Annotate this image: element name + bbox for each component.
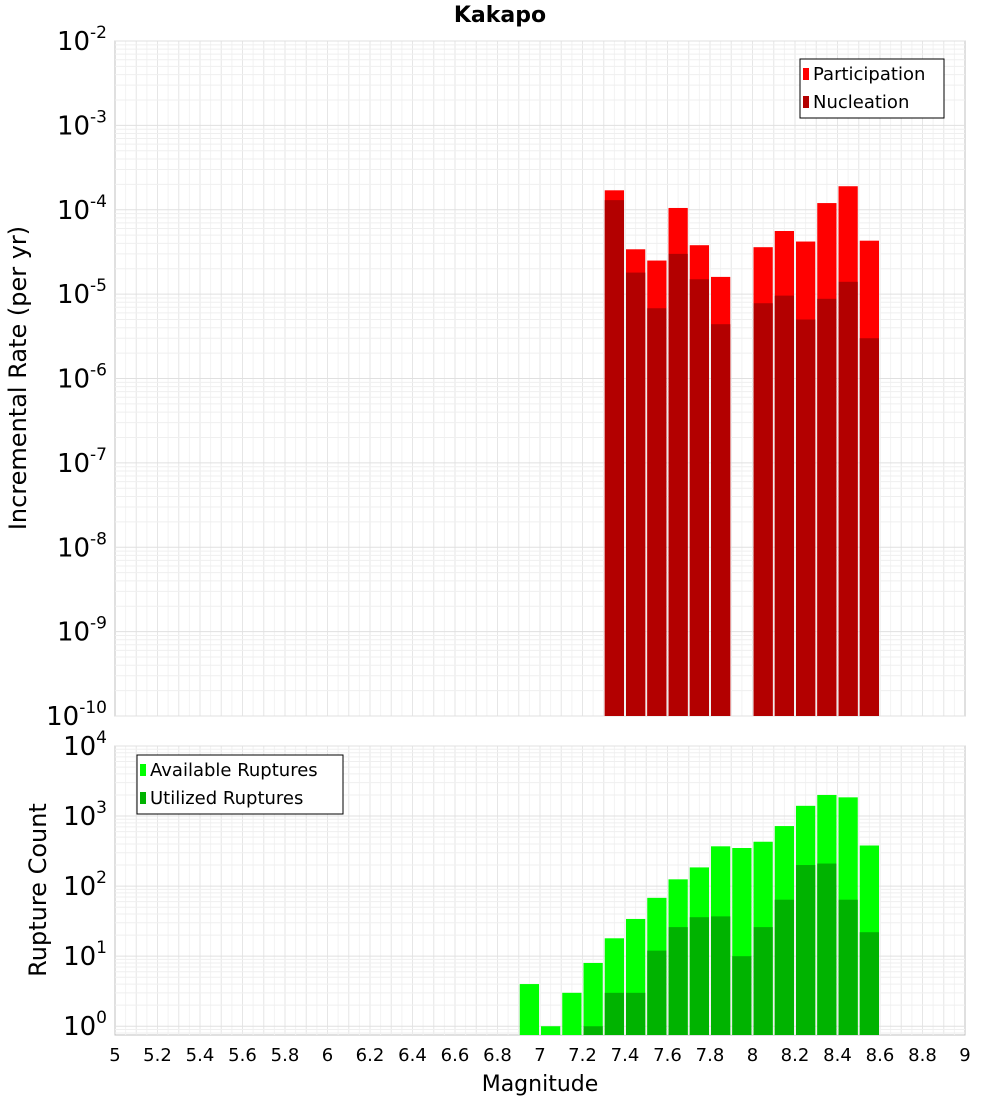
count-y-tick-label: 103 (63, 798, 107, 832)
count-bar-utilized-ruptures (626, 992, 646, 1035)
rate-y-tick-label: 10-6 (57, 361, 107, 395)
rate-y-axis-label: Incremental Rate (per yr) (4, 226, 32, 530)
count-bar-utilized-ruptures (732, 956, 752, 1035)
rate-plot: 10-10 10-9 10-8 10-7 10-6 10-5 10-4 10-3 10-2 In… (4, 23, 966, 732)
count-bar-utilized-ruptures (711, 916, 731, 1035)
count-y-tick-label: 101 (63, 938, 107, 972)
rate-bar-nucleation (668, 253, 688, 716)
count-legend-box (136, 754, 344, 815)
rate-bar-nucleation (753, 303, 773, 716)
rate-bar-nucleation (711, 324, 731, 716)
rate-bars (604, 186, 879, 717)
count-bar-utilized-ruptures (796, 865, 816, 1035)
count-bar-utilized-ruptures (583, 1026, 603, 1035)
count-bar-available-ruptures (562, 992, 582, 1035)
x-tick-label: 7.6 (653, 1045, 682, 1066)
count-bar-utilized-ruptures (838, 899, 858, 1035)
rate-bar-nucleation (647, 308, 667, 716)
x-tick-label: 7.8 (696, 1045, 725, 1066)
x-tick-label: 5.4 (186, 1045, 215, 1066)
rate-y-tick-label: 10-4 (57, 192, 107, 226)
rate-y-tick-label: 10-7 (57, 445, 107, 479)
rate-legend-box (799, 58, 945, 119)
x-tick-label: 6.6 (441, 1045, 470, 1066)
legend-label-participation: Participation (813, 64, 925, 85)
rate-y-ticks: 10-10 10-9 10-8 10-7 10-6 10-5 10-4 10-3 10-2 (46, 23, 107, 732)
x-tick-label: 6 (322, 1045, 333, 1066)
rate-bar-nucleation (604, 200, 624, 716)
count-y-tick-label: 100 (63, 1008, 107, 1042)
rate-bar-nucleation (796, 319, 816, 716)
rate-y-tick-label: 10-2 (57, 23, 107, 57)
x-tick-label: 9 (959, 1045, 970, 1066)
x-tick-label: 8.2 (781, 1045, 810, 1066)
rate-bar-nucleation (859, 338, 879, 716)
rate-legend: Participation Nucleation (799, 58, 945, 119)
rate-y-tick-label: 10-9 (57, 614, 107, 648)
x-tick-label: 8 (747, 1045, 758, 1066)
count-bar-utilized-ruptures (668, 927, 688, 1035)
x-tick-label: 5.6 (228, 1045, 257, 1066)
chart-title: Kakapo (454, 3, 546, 28)
legend-swatch-nucleation (803, 96, 809, 108)
x-tick-label: 8.6 (866, 1045, 895, 1066)
count-bar-available-ruptures (541, 1026, 561, 1035)
rate-y-tick-label: 10-10 (46, 698, 107, 732)
rate-y-tick-label: 10-5 (57, 276, 107, 310)
count-bar-utilized-ruptures (753, 927, 773, 1035)
count-bar-utilized-ruptures (817, 863, 837, 1035)
count-y-axis-label: Rupture Count (24, 803, 52, 977)
count-bar-utilized-ruptures (859, 932, 879, 1035)
x-axis-label: Magnitude (482, 1072, 599, 1097)
legend-swatch-available (140, 764, 146, 776)
count-bar-available-ruptures (519, 984, 539, 1035)
x-tick-label: 5.2 (143, 1045, 172, 1066)
rate-grid (115, 40, 965, 717)
count-bar-utilized-ruptures (604, 992, 624, 1035)
rate-y-tick-label: 10-3 (57, 107, 107, 141)
rate-y-tick-label: 10-8 (57, 529, 107, 563)
count-bars (519, 794, 879, 1035)
x-tick-label: 5.8 (271, 1045, 300, 1066)
x-tick-label: 6.8 (483, 1045, 512, 1066)
x-tick-label: 7 (534, 1045, 545, 1066)
count-plot: 100 101 102 103 104 Rupture Count Available … (24, 728, 966, 1042)
x-tick-label: 5 (109, 1045, 120, 1066)
count-y-tick-label: 102 (63, 868, 107, 902)
legend-label-utilized: Utilized Ruptures (150, 788, 303, 809)
count-bar-available-ruptures (583, 962, 603, 1035)
rate-bar-nucleation (774, 295, 794, 716)
rate-bar-nucleation (838, 281, 858, 716)
rate-bar-nucleation (689, 279, 709, 716)
x-tick-label: 8.4 (823, 1045, 852, 1066)
count-bar-utilized-ruptures (689, 917, 709, 1035)
rate-bar-nucleation (817, 298, 837, 716)
legend-label-available: Available Ruptures (150, 760, 318, 781)
count-bar-utilized-ruptures (774, 899, 794, 1035)
x-tick-label: 8.8 (908, 1045, 937, 1066)
count-legend: Available Ruptures Utilized Ruptures (136, 754, 344, 815)
count-y-ticks: 100 101 102 103 104 (63, 728, 107, 1042)
count-y-tick-label: 104 (63, 728, 107, 762)
x-tick-label: 7.2 (568, 1045, 597, 1066)
legend-swatch-utilized (140, 792, 146, 804)
x-tick-label: 6.4 (398, 1045, 427, 1066)
x-tick-label: 7.4 (611, 1045, 640, 1066)
x-tick-label: 6.2 (356, 1045, 385, 1066)
legend-swatch-participation (803, 68, 809, 80)
x-axis-ticks: 5 5.2 5.4 5.6 5.8 6 6.2 6.4 6.6 6.8 7 7.2 7.4 7.6 7.8 8… (109, 1045, 970, 1066)
count-bar-utilized-ruptures (647, 950, 667, 1035)
legend-label-nucleation: Nucleation (813, 92, 909, 113)
rate-bar-nucleation (626, 272, 646, 716)
